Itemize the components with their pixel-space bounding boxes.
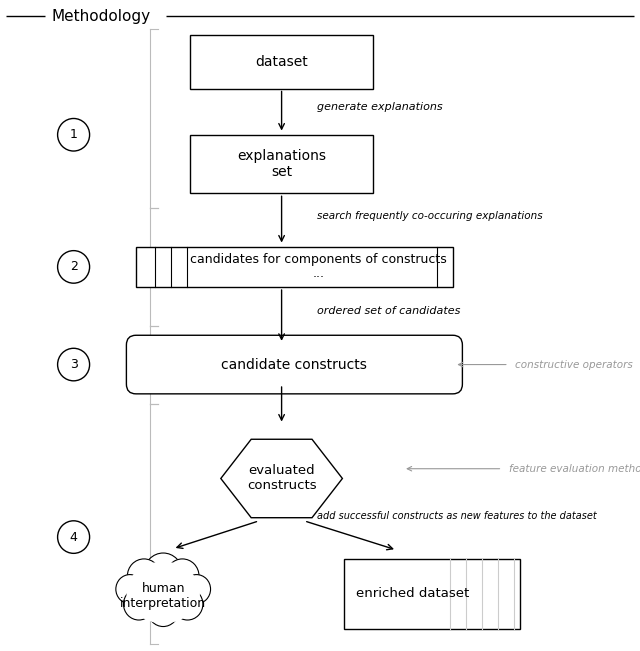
Ellipse shape (166, 559, 199, 593)
Text: 2: 2 (70, 260, 77, 273)
Bar (136, 247, 453, 287)
Text: ...: ... (312, 267, 324, 280)
Text: dataset: dataset (255, 55, 308, 69)
Ellipse shape (182, 575, 211, 603)
Bar (344, 559, 520, 629)
Text: search frequently co-occuring explanations: search frequently co-occuring explanatio… (317, 211, 543, 221)
Ellipse shape (127, 559, 161, 593)
Ellipse shape (144, 553, 182, 593)
Text: explanations
set: explanations set (237, 149, 326, 179)
Ellipse shape (126, 561, 200, 624)
Text: candidates for components of constructs: candidates for components of constructs (190, 253, 447, 266)
Bar (191, 135, 372, 193)
Text: generate explanations: generate explanations (317, 102, 442, 112)
Text: Methodology: Methodology (51, 8, 150, 24)
Text: candidate constructs: candidate constructs (221, 357, 367, 372)
Ellipse shape (116, 575, 144, 603)
FancyBboxPatch shape (127, 335, 463, 394)
Text: human
interpretation: human interpretation (120, 581, 206, 610)
Ellipse shape (132, 574, 171, 614)
Text: evaluated
constructs: evaluated constructs (247, 464, 316, 493)
Text: add successful constructs as new features to the dataset: add successful constructs as new feature… (317, 511, 596, 521)
Ellipse shape (172, 589, 203, 620)
Text: 1: 1 (70, 128, 77, 141)
Ellipse shape (148, 595, 179, 626)
Text: 3: 3 (70, 358, 77, 371)
Bar (191, 35, 372, 89)
Polygon shape (221, 439, 342, 518)
Text: ordered set of candidates: ordered set of candidates (317, 306, 460, 316)
Text: 4: 4 (70, 531, 77, 544)
Ellipse shape (156, 574, 194, 614)
Ellipse shape (124, 589, 154, 620)
Text: enriched dataset: enriched dataset (356, 587, 469, 600)
Text: feature evaluation method: feature evaluation method (509, 464, 640, 474)
Text: constructive operators: constructive operators (515, 359, 633, 370)
